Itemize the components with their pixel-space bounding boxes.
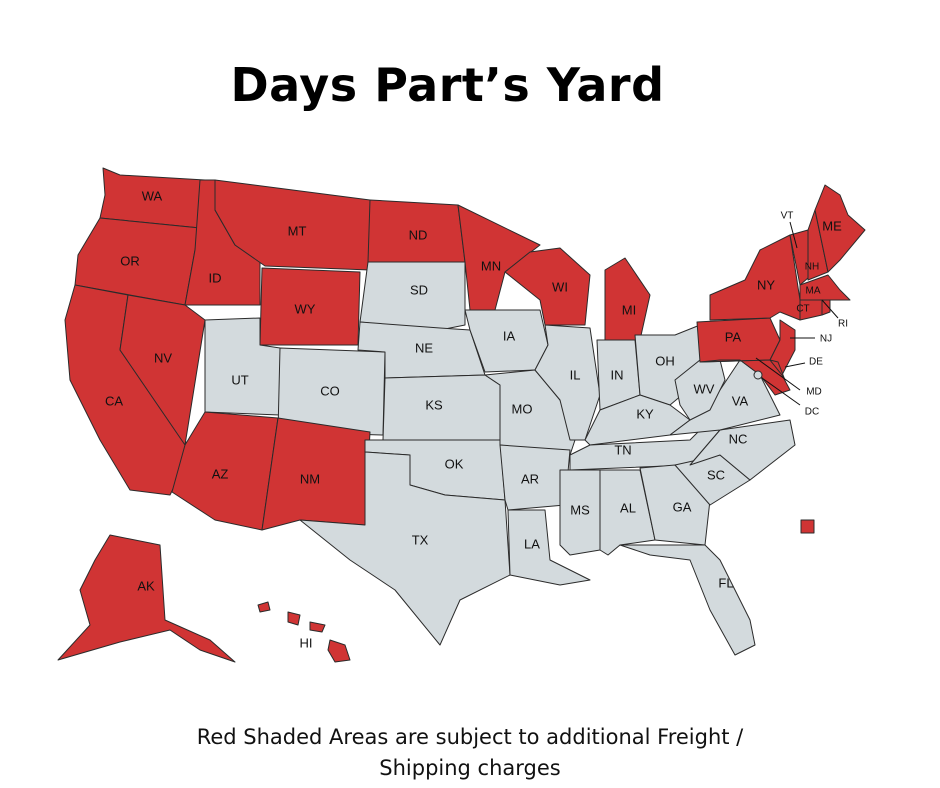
state-fl[interactable] xyxy=(619,544,756,656)
state-label-ar: AR xyxy=(521,471,539,486)
dc-marker xyxy=(753,370,763,380)
state-label-la: LA xyxy=(524,536,540,551)
state-label-tn: TN xyxy=(614,442,631,457)
state-label-az: AZ xyxy=(212,466,229,481)
state-label-nd: ND xyxy=(409,227,428,242)
state-mi[interactable] xyxy=(604,257,651,341)
state-label-ne: NE xyxy=(415,340,433,355)
state-label-al: AL xyxy=(620,500,636,515)
state-ak[interactable] xyxy=(57,534,236,663)
state-label-ny: NY xyxy=(757,277,775,292)
state-label-nm: NM xyxy=(300,471,320,486)
state-label-ms: MS xyxy=(570,502,590,517)
state-label-wv: WV xyxy=(694,381,715,396)
state-label-dc: DC xyxy=(805,407,819,418)
map-title: Days Part’s Yard xyxy=(230,58,665,112)
state-label-nj: NJ xyxy=(820,334,832,345)
state-label-ri: RI xyxy=(838,319,848,330)
territory-marker xyxy=(800,519,815,534)
state-label-ma: MA xyxy=(806,286,821,297)
state-label-ia: IA xyxy=(503,328,516,343)
state-label-co: CO xyxy=(320,383,340,398)
state-ri[interactable] xyxy=(821,299,831,316)
state-label-nv: NV xyxy=(154,350,172,365)
state-label-de: DE xyxy=(809,357,823,368)
state-label-ok: OK xyxy=(445,456,464,471)
state-label-ky: KY xyxy=(636,406,654,421)
state-me[interactable] xyxy=(814,184,866,273)
state-ma[interactable] xyxy=(799,274,851,301)
leader-lines xyxy=(755,221,839,406)
state-il[interactable] xyxy=(534,324,601,441)
state-label-ks: KS xyxy=(425,397,443,412)
state-label-me: ME xyxy=(822,218,842,233)
caption-line-2: Shipping charges xyxy=(379,756,561,780)
state-label-id: ID xyxy=(209,270,222,285)
state-label-mt: MT xyxy=(288,223,307,238)
state-label-ga: GA xyxy=(673,499,692,514)
state-label-nc: NC xyxy=(729,431,748,446)
caption-line-1: Red Shaded Areas are subject to addition… xyxy=(196,725,744,749)
state-label-il: IL xyxy=(570,367,581,382)
state-label-oh: OH xyxy=(655,353,675,368)
state-ky[interactable] xyxy=(584,394,691,446)
state-label-ct: CT xyxy=(796,304,809,315)
state-label-mi: MI xyxy=(622,302,636,317)
state-label-wi: WI xyxy=(552,279,568,294)
state-label-wy: WY xyxy=(295,301,316,316)
state-label-md: MD xyxy=(806,387,822,398)
state-label-mo: MO xyxy=(512,401,533,416)
state-label-mn: MN xyxy=(481,258,501,273)
state-label-in: IN xyxy=(611,367,624,382)
state-sd[interactable] xyxy=(359,261,466,331)
state-hi[interactable] xyxy=(257,601,351,663)
state-label-sc: SC xyxy=(707,467,725,482)
state-de[interactable] xyxy=(769,359,786,381)
state-ms[interactable] xyxy=(559,469,601,556)
caption: Red Shaded Areas are subject to addition… xyxy=(0,722,940,784)
state-wi[interactable] xyxy=(504,247,591,326)
state-label-vt: VT xyxy=(781,211,794,222)
state-label-ut: UT xyxy=(231,372,248,387)
state-label-nh: NH xyxy=(805,262,819,273)
state-label-ak: AK xyxy=(137,578,155,593)
state-la[interactable] xyxy=(507,509,591,586)
state-ar[interactable] xyxy=(499,444,571,511)
state-label-wa: WA xyxy=(142,188,163,203)
state-label-sd: SD xyxy=(410,282,428,297)
state-label-tx: TX xyxy=(412,532,429,547)
state-label-hi: HI xyxy=(300,635,313,650)
state-label-va: VA xyxy=(732,393,749,408)
state-label-pa: PA xyxy=(725,329,742,344)
state-label-ca: CA xyxy=(105,393,123,408)
state-label-or: OR xyxy=(120,253,140,268)
state-nv[interactable] xyxy=(119,294,206,446)
state-ny[interactable] xyxy=(709,234,801,321)
state-label-fl: FL xyxy=(718,575,733,590)
